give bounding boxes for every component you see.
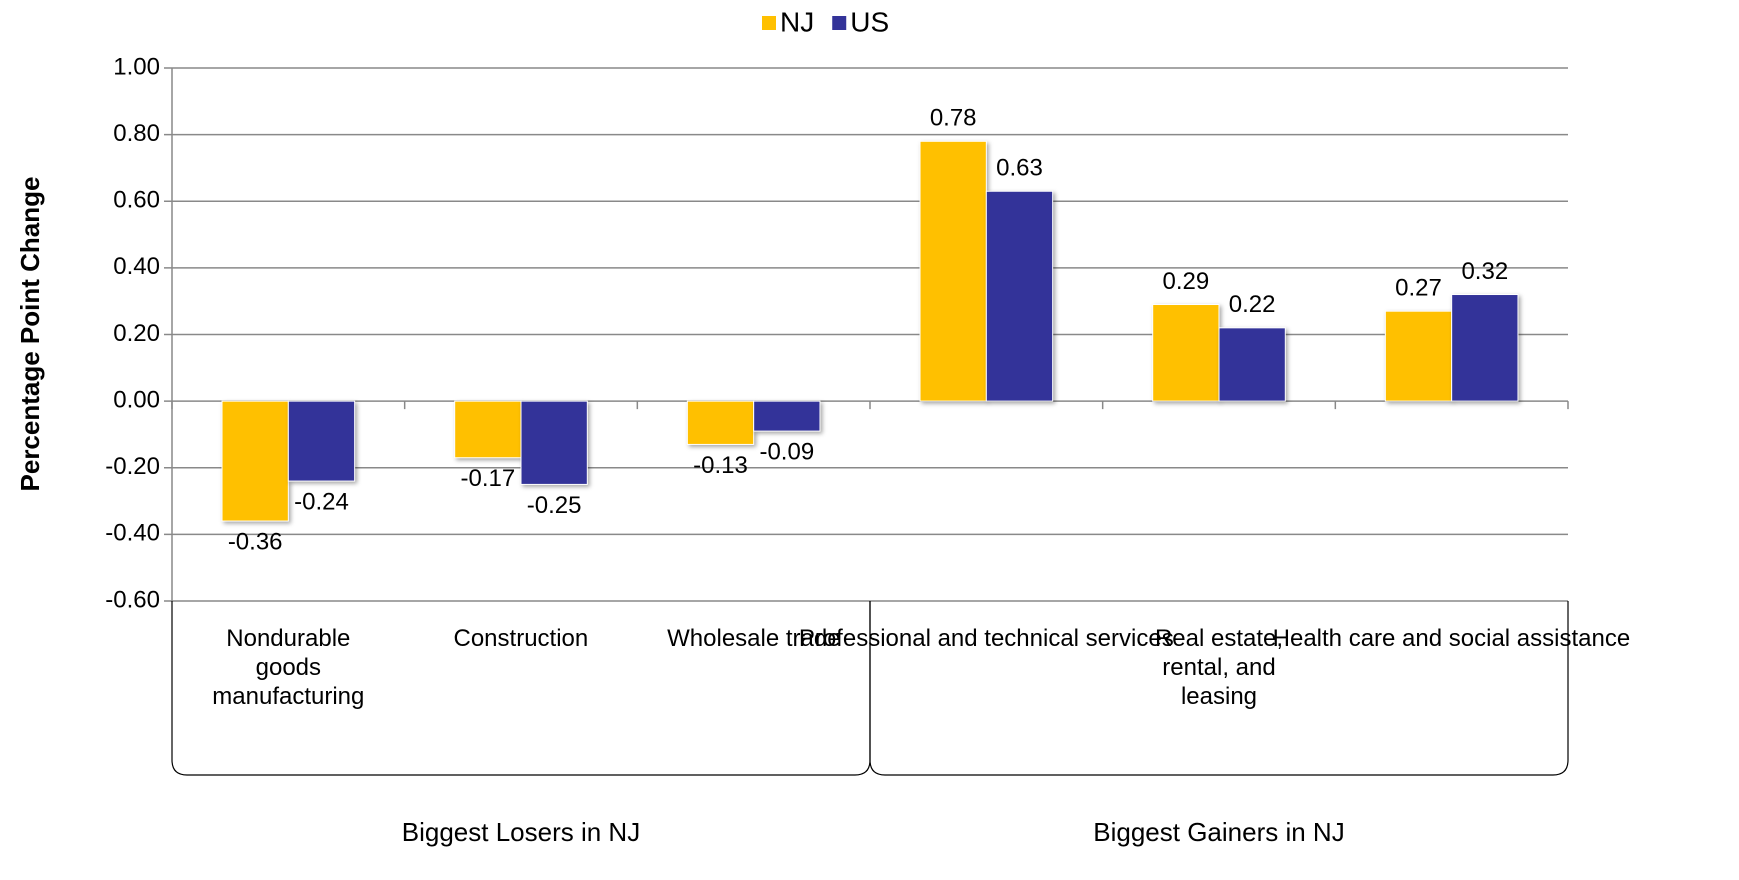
legend-label: NJ [780,6,814,37]
y-tick-label: -0.20 [105,453,160,480]
value-label: 0.63 [996,155,1043,182]
value-label: 0.29 [1162,268,1209,295]
bar [454,400,522,459]
x-tick-label: Health care and social assistance [1272,625,1631,652]
bar [686,400,755,445]
bar [1218,327,1286,402]
value-label: 0.22 [1229,291,1276,318]
y-tick-label: -0.60 [105,586,160,613]
bar [1152,304,1220,402]
x-tick-label: Wholesale trade [667,625,841,652]
x-tick-label: Nondurable goods manufacturing [212,625,365,710]
bar [1384,310,1453,402]
x-tick-label: Real estate, rental, and leasing [1154,625,1284,710]
y-tick-label: 0.80 [113,120,160,147]
y-tick-label: 0.20 [113,320,160,347]
value-label: -0.36 [228,528,283,555]
value-label: -0.09 [759,438,814,465]
legend-swatch [832,16,847,30]
bar [753,400,821,432]
bar [221,400,289,522]
value-label: -0.13 [693,452,748,479]
value-label: 0.78 [930,105,977,132]
y-tick-label: 0.60 [113,187,160,214]
y-tick-label: 0.00 [113,386,160,413]
value-label: 0.32 [1461,258,1508,285]
bar [1451,294,1519,402]
legend-swatch [762,16,776,30]
legend-label: US [850,6,889,37]
group-bracket [869,601,1569,776]
group-label: Biggest Losers in NJ [402,817,640,847]
bar [520,400,588,485]
bar [919,140,987,402]
group-bracket [171,601,871,776]
value-label: 0.27 [1395,275,1442,302]
bar [985,190,1054,402]
value-label: -0.17 [460,465,515,492]
y-tick-label: -0.40 [105,520,160,547]
y-tick-label: 1.00 [113,53,160,80]
value-label: -0.24 [294,488,349,515]
x-tick-label: Professional and technical services [798,625,1174,652]
value-label: -0.25 [527,492,582,519]
x-tick-label: Construction [453,625,589,652]
y-axis-title: Percentage Point Change [15,177,45,492]
bar [287,400,356,482]
group-label: Biggest Gainers in NJ [1093,817,1344,847]
y-tick-label: 0.40 [113,253,160,280]
